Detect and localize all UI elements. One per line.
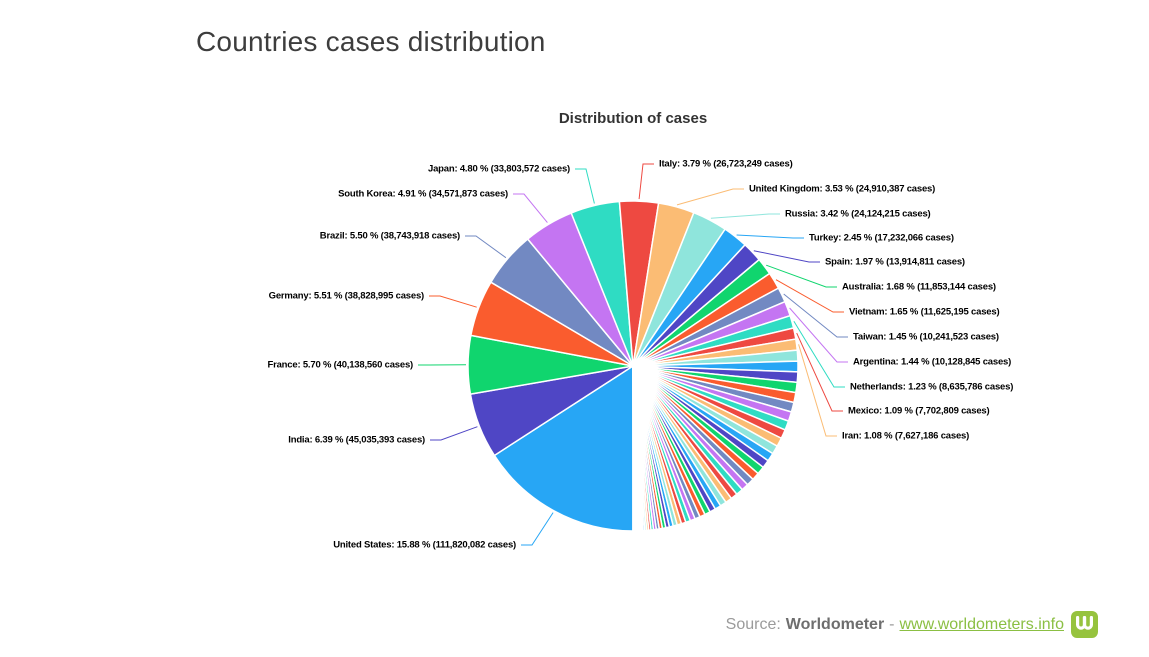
source-name: Worldometer	[785, 615, 885, 633]
slice-label-south-korea: South Korea: 4.91 % (34,571,873 cases)	[338, 189, 508, 200]
label-connector-russia	[710, 213, 780, 219]
slice-label-vietnam: Vietnam: 1.65 % (11,625,195 cases)	[849, 307, 999, 318]
slice-label-france: France: 5.70 % (40,138,560 cases)	[267, 360, 413, 371]
slice-label-italy: Italy: 3.79 % (26,723,249 cases)	[659, 159, 793, 170]
label-connector-italy	[638, 163, 654, 200]
slice-label-brazil: Brazil: 5.50 % (38,743,918 cases)	[320, 231, 460, 242]
slice-label-japan: Japan: 4.80 % (33,803,572 cases)	[428, 164, 570, 175]
slice-label-australia: Australia: 1.68 % (11,853,144 cases)	[842, 282, 996, 293]
source-link[interactable]: www.worldometers.info	[899, 615, 1065, 633]
source-label: Source:	[725, 615, 781, 633]
label-connector-spain	[753, 250, 820, 263]
label-connector-mexico	[796, 332, 843, 412]
slice-label-spain: Spain: 1.97 % (13,914,811 cases)	[825, 257, 965, 268]
slice-label-argentina: Argentina: 1.44 % (10,128,845 cases)	[853, 357, 1011, 368]
label-connector-united-states	[521, 512, 554, 546]
slice-label-iran: Iran: 1.08 % (7,627,186 cases)	[842, 431, 969, 442]
label-connector-india	[430, 426, 478, 441]
slice-label-germany: Germany: 5.51 % (38,828,995 cases)	[269, 291, 424, 302]
label-connector-australia	[766, 264, 837, 288]
label-connector-taiwan	[783, 293, 848, 338]
slice-label-russia: Russia: 3.42 % (24,124,215 cases)	[785, 209, 931, 220]
slice-label-netherlands: Netherlands: 1.23 % (8,635,786 cases)	[850, 382, 1013, 393]
slice-label-india: India: 6.39 % (45,035,393 cases)	[288, 435, 425, 446]
label-connector-netherlands	[793, 321, 845, 388]
slice-label-united-states: United States: 15.88 % (111,820,082 case…	[333, 540, 516, 551]
label-connector-vietnam	[775, 279, 844, 313]
page-title: Countries cases distribution	[196, 26, 546, 57]
slice-label-united-kingdom: United Kingdom: 3.53 % (24,910,387 cases…	[749, 184, 935, 195]
label-connector-south-korea	[513, 193, 548, 223]
label-connector-iran	[798, 344, 837, 437]
label-connector-united-kingdom	[676, 188, 744, 206]
label-connector-japan	[575, 168, 595, 204]
label-connector-germany	[429, 295, 477, 308]
pie-slice-united-states[interactable]	[493, 365, 634, 532]
worldometer-logo-icon	[1071, 611, 1098, 638]
slice-label-mexico: Mexico: 1.09 % (7,702,809 cases)	[848, 406, 990, 417]
footer: Source: Worldometer - www.worldometers.i…	[726, 611, 1098, 638]
label-connector-argentina	[789, 307, 848, 363]
slice-label-taiwan: Taiwan: 1.45 % (10,241,523 cases)	[853, 332, 999, 343]
footer-separator: -	[889, 615, 895, 633]
label-connector-brazil	[465, 235, 507, 259]
chart-title: Distribution of cases	[558, 110, 708, 127]
slice-label-turkey: Turkey: 2.45 % (17,232,066 cases)	[809, 233, 954, 244]
label-connector-turkey	[736, 234, 804, 239]
